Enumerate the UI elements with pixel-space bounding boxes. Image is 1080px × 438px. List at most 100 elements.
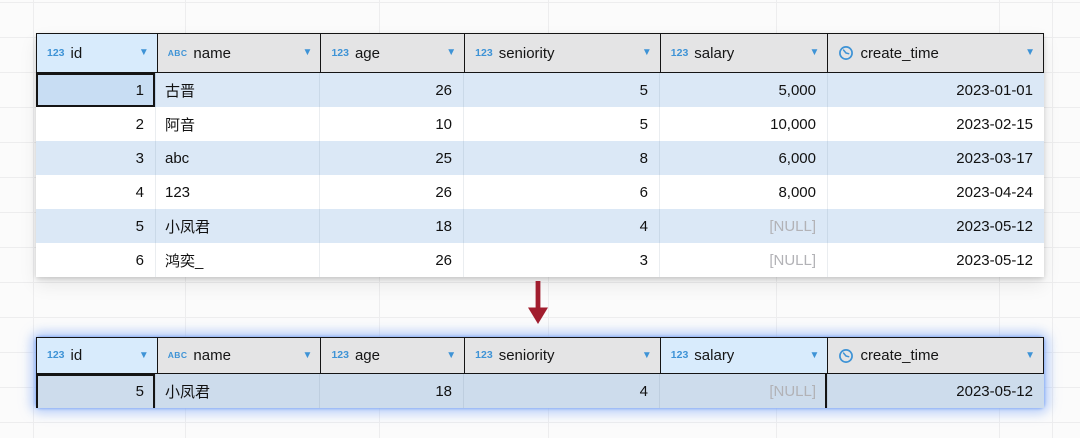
cell-name[interactable]: 小凤君 xyxy=(156,374,320,408)
cell-name[interactable]: 小凤君 xyxy=(156,209,320,243)
column-header-name[interactable]: ABC name ▼ xyxy=(156,338,321,373)
grid-body: 1 古晋 26 5 5,000 2023-01-01 2 阿音 10 5 10,000 2023-02… xyxy=(36,73,1044,277)
column-header-row: 123 id ▼ ABC name ▼ 123 age ▼ 123 seniority ▼ 123 sal… xyxy=(36,33,1044,73)
sort-dropdown-icon[interactable]: ▼ xyxy=(446,349,457,361)
column-header-id[interactable]: 123 id ▼ xyxy=(37,338,157,373)
column-header-age[interactable]: 123 age ▼ xyxy=(320,34,465,72)
cell-id[interactable]: 1 xyxy=(36,73,156,107)
numeric-type-icon: 123 xyxy=(47,349,65,362)
column-header-age[interactable]: 123 age ▼ xyxy=(320,338,465,373)
column-header-create_time[interactable]: create_time ▼ xyxy=(827,34,1043,72)
transform-arrow-icon xyxy=(528,281,548,324)
sort-dropdown-icon[interactable]: ▼ xyxy=(641,47,652,58)
numeric-type-icon: 123 xyxy=(47,46,65,59)
cell-create_time[interactable]: 2023-04-24 xyxy=(828,175,1044,209)
table-row: 6 鸿奕_ 26 3 [NULL] 2023-05-12 xyxy=(36,243,1044,277)
table-row: 1 古晋 26 5 5,000 2023-01-01 xyxy=(36,73,1044,107)
cell-age[interactable]: 26 xyxy=(320,175,464,209)
column-label: age xyxy=(354,44,380,62)
cell-id[interactable]: 5 xyxy=(36,209,156,243)
sort-dropdown-icon[interactable]: ▼ xyxy=(809,47,820,58)
cell-name[interactable]: 123 xyxy=(156,175,320,209)
cell-seniority[interactable]: 4 xyxy=(464,374,660,408)
cell-name[interactable]: 鸿奕_ xyxy=(156,243,320,277)
cell-id[interactable]: 4 xyxy=(36,175,156,209)
cell-age[interactable]: 26 xyxy=(320,243,464,277)
cell-id[interactable]: 2 xyxy=(36,107,156,141)
sort-dropdown-icon[interactable]: ▼ xyxy=(1025,47,1035,58)
grid-body: 5 小凤君 18 4 [NULL] 2023-05-12 xyxy=(36,374,1044,408)
cell-salary[interactable]: [NULL] xyxy=(660,243,828,277)
column-label: id xyxy=(70,44,83,62)
numeric-type-icon: 123 xyxy=(475,349,493,362)
result-grid-after: 123 id ▼ ABC name ▼ 123 age ▼ 123 seniority ▼ 123 sal… xyxy=(36,337,1044,408)
cell-age[interactable]: 18 xyxy=(320,374,464,408)
numeric-type-icon: 123 xyxy=(670,46,689,59)
sort-dropdown-icon[interactable]: ▼ xyxy=(641,349,652,361)
cell-create_time[interactable]: 2023-01-01 xyxy=(828,73,1044,107)
numeric-type-icon: 123 xyxy=(670,349,689,362)
sort-dropdown-icon[interactable]: ▼ xyxy=(302,47,313,58)
datetime-type-icon xyxy=(838,348,854,364)
result-grid-before: 123 id ▼ ABC name ▼ 123 age ▼ 123 seniority ▼ 123 sal… xyxy=(36,33,1044,277)
table-row: 2 阿音 10 5 10,000 2023-02-15 xyxy=(36,107,1044,141)
cell-age[interactable]: 25 xyxy=(320,141,464,175)
cell-id[interactable]: 3 xyxy=(36,141,156,175)
cell-seniority[interactable]: 5 xyxy=(464,107,660,141)
cell-age[interactable]: 18 xyxy=(320,209,464,243)
sort-dropdown-icon[interactable]: ▼ xyxy=(809,349,820,361)
column-label: salary xyxy=(694,347,735,364)
column-label: seniority xyxy=(498,44,555,62)
cell-age[interactable]: 26 xyxy=(320,73,464,107)
column-header-salary[interactable]: 123 salary ▼ xyxy=(659,34,828,72)
cell-salary[interactable]: 5,000 xyxy=(660,73,828,107)
cell-salary[interactable]: 10,000 xyxy=(660,107,828,141)
numeric-type-icon: 123 xyxy=(331,46,349,59)
cell-seniority[interactable]: 6 xyxy=(464,175,660,209)
text-type-icon: ABC xyxy=(167,350,188,361)
cell-create_time[interactable]: 2023-02-15 xyxy=(828,107,1044,141)
column-label: name xyxy=(193,44,231,62)
column-label: create_time xyxy=(860,44,939,62)
cell-salary[interactable]: [NULL] xyxy=(660,374,828,408)
column-header-name[interactable]: ABC name ▼ xyxy=(156,34,321,72)
cell-salary[interactable]: 6,000 xyxy=(660,141,828,175)
cell-salary[interactable]: [NULL] xyxy=(660,209,828,243)
sort-dropdown-icon[interactable]: ▼ xyxy=(138,47,149,58)
column-label: create_time xyxy=(860,347,939,364)
cell-name[interactable]: 阿音 xyxy=(156,107,320,141)
cell-seniority[interactable]: 3 xyxy=(464,243,660,277)
cell-age[interactable]: 10 xyxy=(320,107,464,141)
column-header-seniority[interactable]: 123 seniority ▼ xyxy=(464,338,660,373)
sort-dropdown-icon[interactable]: ▼ xyxy=(1025,349,1035,361)
text-type-icon: ABC xyxy=(167,47,188,58)
table-row: 5 小凤君 18 4 [NULL] 2023-05-12 xyxy=(36,374,1044,408)
cell-id[interactable]: 6 xyxy=(36,243,156,277)
cell-create_time[interactable]: 2023-05-12 xyxy=(828,209,1044,243)
column-header-salary[interactable]: 123 salary ▼ xyxy=(659,338,828,373)
cell-seniority[interactable]: 5 xyxy=(464,73,660,107)
cell-create_time[interactable]: 2023-05-12 xyxy=(828,243,1044,277)
cell-name[interactable]: 古晋 xyxy=(156,73,320,107)
column-header-create_time[interactable]: create_time ▼ xyxy=(827,338,1043,373)
column-header-id[interactable]: 123 id ▼ xyxy=(37,34,157,72)
cell-id[interactable]: 5 xyxy=(36,374,156,408)
table-row: 5 小凤君 18 4 [NULL] 2023-05-12 xyxy=(36,209,1044,243)
numeric-type-icon: 123 xyxy=(475,46,493,59)
sort-dropdown-icon[interactable]: ▼ xyxy=(302,349,313,361)
column-label: salary xyxy=(694,44,735,62)
column-label: name xyxy=(193,347,231,364)
sort-dropdown-icon[interactable]: ▼ xyxy=(138,349,149,361)
cell-create_time[interactable]: 2023-05-12 xyxy=(828,374,1044,408)
column-header-row: 123 id ▼ ABC name ▼ 123 age ▼ 123 seniority ▼ 123 sal… xyxy=(36,337,1044,374)
cell-create_time[interactable]: 2023-03-17 xyxy=(828,141,1044,175)
cell-salary[interactable]: 8,000 xyxy=(660,175,828,209)
table-row: 4 123 26 6 8,000 2023-04-24 xyxy=(36,175,1044,209)
cell-name[interactable]: abc xyxy=(156,141,320,175)
cell-seniority[interactable]: 8 xyxy=(464,141,660,175)
column-header-seniority[interactable]: 123 seniority ▼ xyxy=(464,34,660,72)
sort-dropdown-icon[interactable]: ▼ xyxy=(446,47,457,58)
table-row: 3 abc 25 8 6,000 2023-03-17 xyxy=(36,141,1044,175)
cell-seniority[interactable]: 4 xyxy=(464,209,660,243)
column-label: id xyxy=(70,347,83,364)
